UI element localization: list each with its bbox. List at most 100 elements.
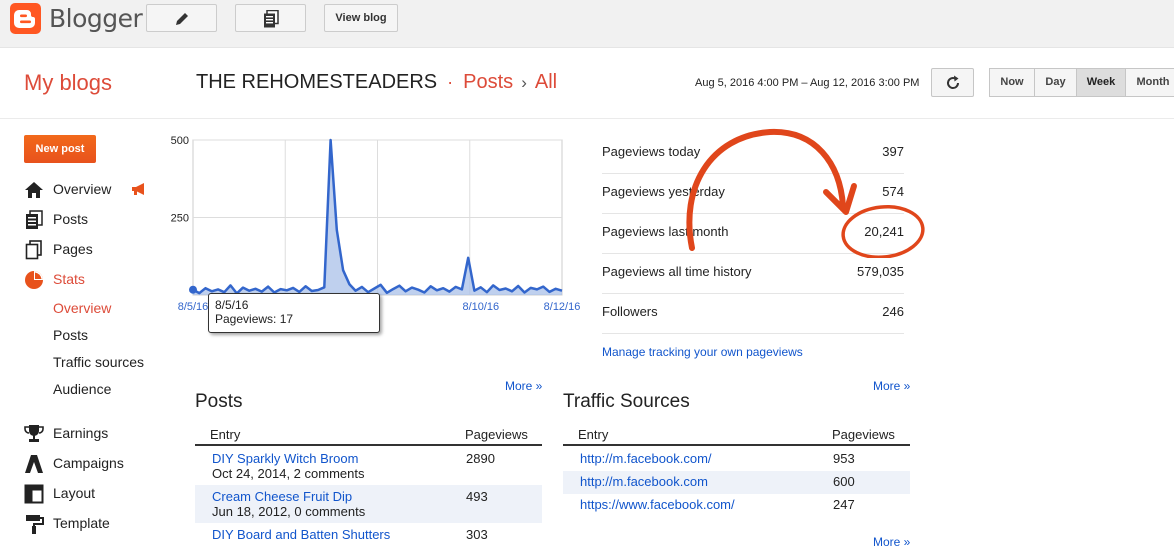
posts-icon: [26, 210, 43, 229]
column-entry: Entry: [210, 427, 241, 442]
stats-sub-traffic-sources[interactable]: Traffic sources: [53, 354, 145, 370]
stat-row-today: Pageviews today 397: [602, 134, 904, 174]
traffic-more-link[interactable]: More »: [873, 379, 911, 393]
stat-label: Pageviews today: [602, 144, 701, 159]
column-pageviews: Pageviews: [832, 427, 895, 442]
posts-more-link[interactable]: More »: [505, 379, 543, 393]
traffic-source-link[interactable]: https://www.facebook.com/: [580, 497, 735, 512]
x-tick-label: 8/10/16: [462, 301, 499, 313]
table-row: DIY Board and Batten Shutters 303: [195, 523, 542, 545]
table-row: http://m.facebook.com/ 953: [563, 448, 910, 471]
range-month-button[interactable]: Month: [1125, 68, 1174, 97]
layout-icon: [24, 484, 44, 504]
refresh-button[interactable]: [931, 68, 974, 97]
traffic-pageviews: 600: [833, 474, 855, 489]
stat-label: Pageviews last month: [602, 224, 729, 239]
followers-count-link[interactable]: 246: [882, 304, 904, 319]
table-row: https://www.facebook.com/ 247: [563, 494, 910, 517]
x-tick-label: 8/12/16: [544, 301, 580, 313]
post-meta: Oct 24, 2014, 2 comments: [212, 466, 365, 481]
y-tick-label: 250: [171, 213, 189, 225]
my-blogs-link[interactable]: My blogs: [24, 70, 113, 95]
stats-icon: [25, 271, 43, 289]
sidebar-item-label: Layout: [53, 485, 96, 501]
range-now-button[interactable]: Now: [989, 68, 1035, 97]
stat-row-last-month: Pageviews last month 20,241: [602, 214, 904, 254]
date-range: Aug 5, 2016 4:00 PM – Aug 12, 2016 3:00 …: [695, 77, 920, 89]
traffic-section-title: Traffic Sources: [563, 391, 690, 412]
new-post-button[interactable]: New post: [24, 135, 96, 163]
chart-tooltip: 8/5/16 Pageviews: 17: [208, 293, 380, 333]
traffic-source-link[interactable]: http://m.facebook.com: [580, 474, 708, 489]
table-row: Cream Cheese Fruit Dip Jun 18, 2012, 0 c…: [195, 485, 542, 523]
post-pageviews: 2890: [466, 451, 495, 466]
traffic-more-link-bottom[interactable]: More »: [873, 535, 911, 549]
stats-sub-audience[interactable]: Audience: [53, 381, 112, 397]
posts-icon: [264, 10, 279, 28]
tooltip-pageviews: Pageviews: 17: [215, 312, 294, 326]
breadcrumb-all[interactable]: All: [534, 71, 558, 93]
breadcrumb-separator: ·: [447, 72, 454, 92]
campaigns-icon: [25, 455, 43, 473]
post-title-link[interactable]: DIY Board and Batten Shutters: [212, 527, 391, 542]
tooltip-date: 8/5/16: [215, 298, 249, 312]
stat-value: 579,035: [857, 264, 904, 279]
blog-name[interactable]: THE REHOMESTEADERS: [196, 71, 438, 93]
posts-table-header: Entry Pageviews: [195, 424, 542, 446]
pageviews-chart: 500 250 8/5/16 8/10/16 8/12/16: [171, 135, 580, 313]
y-tick-label: 500: [171, 135, 189, 147]
post-title-link[interactable]: Cream Cheese Fruit Dip: [212, 489, 353, 504]
breadcrumb: THE REHOMESTEADERS · Posts › All: [196, 71, 557, 94]
column-pageviews: Pageviews: [465, 427, 528, 442]
post-pageviews: 303: [466, 527, 488, 542]
sidebar-item-label: Posts: [53, 211, 89, 227]
sidebar-item-label: Pages: [53, 241, 93, 257]
range-week-button[interactable]: Week: [1076, 68, 1126, 97]
template-icon: [26, 515, 44, 534]
blogger-logo-icon[interactable]: [10, 3, 41, 34]
series-line: [192, 138, 563, 295]
x-tick-label: 8/5/16: [178, 301, 209, 313]
column-entry: Entry: [578, 427, 609, 442]
breadcrumb-separator: ›: [521, 73, 527, 92]
sidebar-item-label: Earnings: [53, 425, 109, 441]
traffic-pageviews: 953: [833, 451, 855, 466]
sidebar-item-label: Stats: [53, 271, 85, 287]
stat-label: Pageviews all time history: [602, 264, 752, 279]
megaphone-icon[interactable]: [131, 183, 147, 195]
table-row: http://m.facebook.com 600: [563, 471, 910, 494]
trophy-icon: [24, 425, 44, 442]
manage-tracking-link[interactable]: Manage tracking your own pageviews: [602, 345, 803, 359]
stat-value: 574: [882, 184, 904, 199]
stat-value: 20,241: [864, 224, 904, 239]
range-day-button[interactable]: Day: [1034, 68, 1077, 97]
traffic-source-link[interactable]: http://m.facebook.com/: [580, 451, 712, 466]
traffic-table-header: Entry Pageviews: [563, 424, 910, 446]
sidebar-item-label: Campaigns: [53, 455, 124, 471]
view-blog-button[interactable]: View blog: [324, 4, 398, 32]
data-point-selected[interactable]: [189, 285, 197, 294]
stat-label: Followers: [602, 304, 658, 319]
table-row: DIY Sparkly Witch Broom Oct 24, 2014, 2 …: [195, 448, 542, 485]
highlight-annotation: [686, 128, 925, 258]
sidebar-item-label: Overview: [53, 181, 112, 197]
post-title-link[interactable]: DIY Sparkly Witch Broom: [212, 451, 359, 466]
stat-row-all-time: Pageviews all time history 579,035: [602, 254, 904, 294]
posts-section-title: Posts: [195, 391, 243, 412]
stats-sub-posts[interactable]: Posts: [53, 327, 89, 343]
range-selector: Now Day Week Month: [989, 68, 1174, 97]
home-icon: [25, 182, 43, 198]
traffic-pageviews: 247: [833, 497, 855, 512]
new-post-pencil-button[interactable]: [146, 4, 217, 32]
app-name: Blogger: [49, 4, 143, 33]
refresh-icon: [947, 75, 960, 89]
post-pageviews: 493: [466, 489, 488, 504]
pages-icon: [25, 240, 42, 260]
posts-list-button[interactable]: [235, 4, 306, 32]
post-meta: Jun 18, 2012, 0 comments: [212, 504, 366, 519]
header-divider: [0, 118, 1174, 119]
breadcrumb-posts[interactable]: Posts: [463, 71, 514, 93]
stat-value: 397: [882, 144, 904, 159]
stats-sub-overview[interactable]: Overview: [53, 300, 112, 316]
stat-row-followers: Followers 246: [602, 294, 904, 334]
